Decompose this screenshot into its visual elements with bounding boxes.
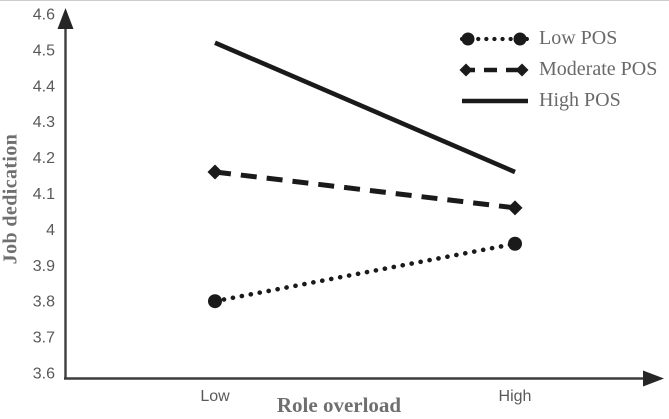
legend-label: Moderate POS bbox=[539, 58, 658, 80]
y-axis-title: Job dedication bbox=[0, 133, 22, 265]
data-point-diamond-moderate-pos bbox=[207, 164, 223, 180]
legend: Low POS Moderate POS High POS bbox=[458, 23, 657, 116]
y-axis-arrow-icon bbox=[57, 8, 74, 29]
x-tick-label: High bbox=[499, 388, 532, 405]
y-tick-label: 3.9 bbox=[33, 258, 55, 275]
y-tick-label: 4.6 bbox=[33, 7, 55, 24]
series-line-high-pos bbox=[214, 40, 516, 175]
series-line-low-pos bbox=[212, 241, 518, 304]
legend-label: High POS bbox=[539, 89, 621, 111]
y-tick-label: 4.3 bbox=[33, 114, 55, 131]
legend-label: Low POS bbox=[539, 27, 618, 49]
y-tick-label: 4.4 bbox=[33, 78, 55, 95]
legend-dotted-line-icon bbox=[459, 32, 531, 45]
y-tick-label: 4.2 bbox=[33, 150, 55, 167]
y-tick-label: 3.8 bbox=[33, 294, 55, 311]
x-tick-label: Low bbox=[200, 388, 230, 405]
data-point-circle-low-pos bbox=[208, 294, 222, 309]
y-tick-label: 4 bbox=[46, 222, 55, 239]
data-point-circle-low-pos bbox=[508, 236, 522, 251]
legend-solid-line-icon bbox=[462, 98, 528, 103]
y-tick-label: 3.7 bbox=[33, 330, 55, 347]
legend-item-moderate-pos: Moderate POS bbox=[458, 54, 657, 85]
y-tick-label: 4.1 bbox=[33, 186, 55, 203]
legend-item-high-pos: High POS bbox=[458, 85, 657, 116]
y-tick-label: 4.5 bbox=[33, 42, 55, 59]
y-tick-label: 3.6 bbox=[33, 366, 55, 383]
legend-dashed-line-icon bbox=[459, 63, 529, 76]
legend-item-low-pos: Low POS bbox=[458, 23, 657, 54]
x-axis-title: Role overload bbox=[276, 393, 402, 417]
data-point-diamond-moderate-pos bbox=[507, 200, 523, 216]
x-axis-arrow-icon bbox=[643, 370, 664, 387]
series-line-moderate-pos bbox=[214, 169, 516, 211]
